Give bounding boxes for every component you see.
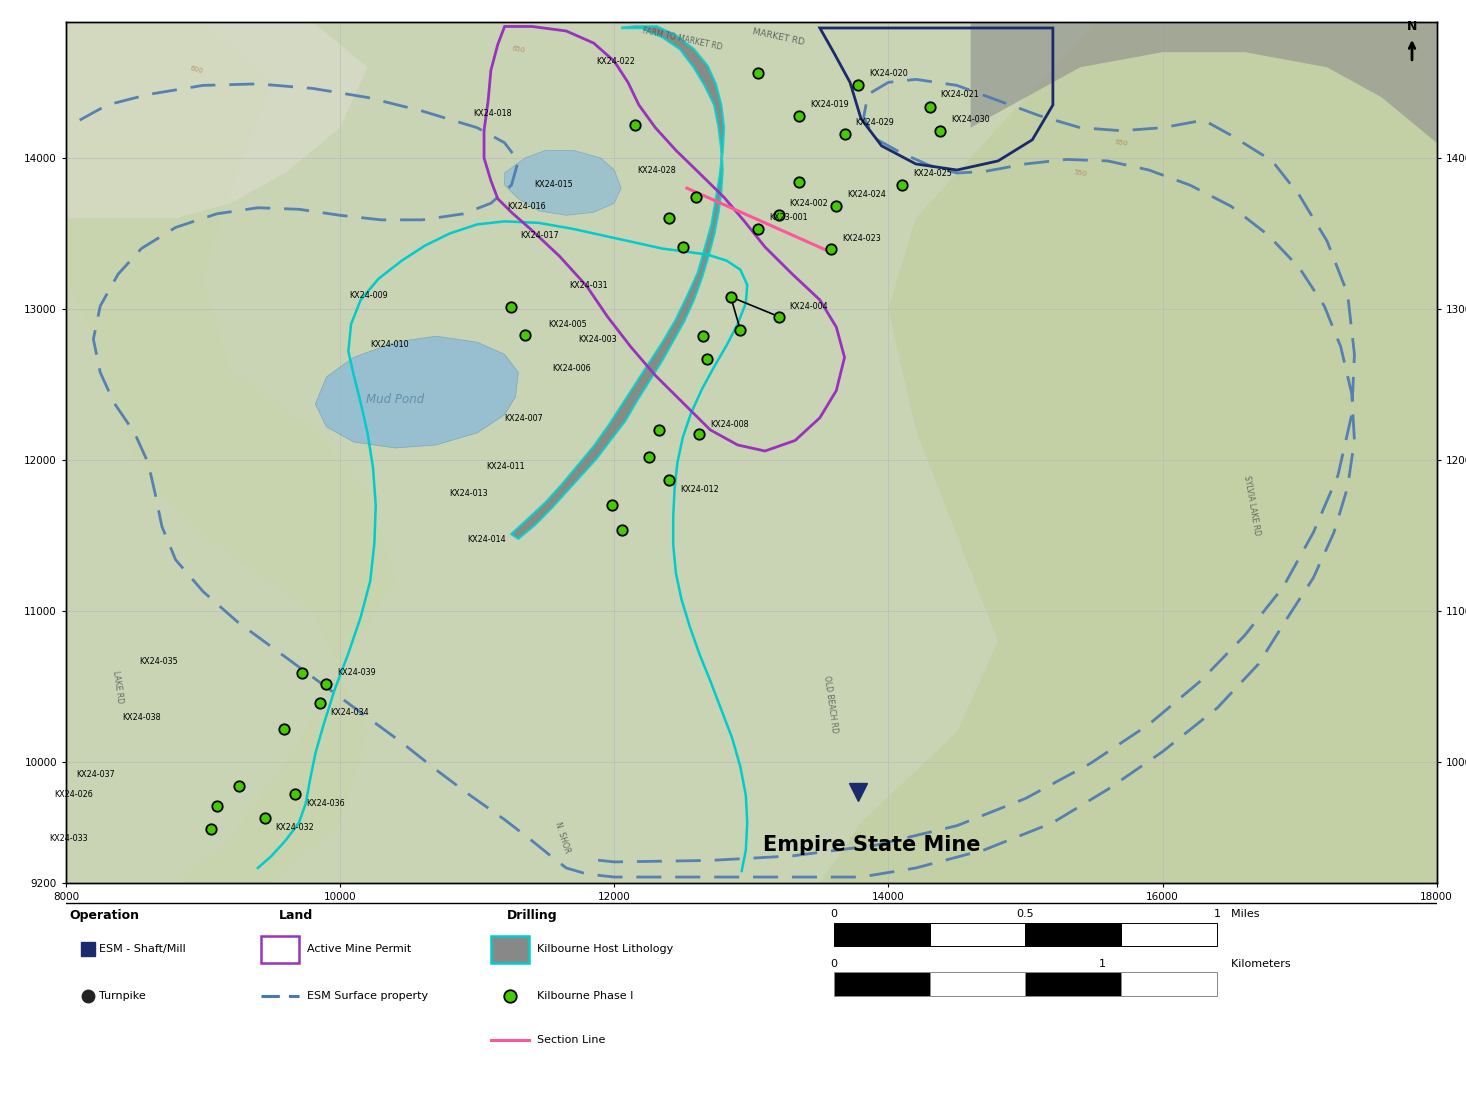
Text: LAKE RD: LAKE RD	[111, 669, 125, 703]
Text: KX24-007: KX24-007	[504, 414, 542, 422]
Text: KX24-026: KX24-026	[54, 790, 94, 799]
Bar	[1121, 923, 1217, 946]
Polygon shape	[819, 22, 1437, 883]
Text: Kilbourne Host Lithology: Kilbourne Host Lithology	[538, 945, 674, 954]
Text: KX24-006: KX24-006	[553, 364, 591, 373]
Text: KX24-019: KX24-019	[811, 100, 849, 109]
Text: FARM TO MARKET RD: FARM TO MARKET RD	[642, 25, 724, 52]
Text: Kilbourne Phase I: Kilbourne Phase I	[538, 991, 633, 1000]
Text: KX24-035: KX24-035	[139, 657, 179, 666]
Polygon shape	[315, 336, 519, 448]
Text: KX24-039: KX24-039	[337, 668, 377, 677]
Text: KX24-032: KX24-032	[276, 823, 314, 833]
Text: KX24-030: KX24-030	[951, 115, 990, 124]
Text: Operation: Operation	[69, 909, 139, 923]
Text: KX24-016: KX24-016	[507, 202, 545, 212]
Text: N: N	[1407, 20, 1418, 33]
Polygon shape	[66, 22, 368, 218]
Text: KX24-038: KX24-038	[122, 713, 161, 722]
Text: KX24-014: KX24-014	[468, 534, 506, 544]
Text: ESM - Shaft/Mill: ESM - Shaft/Mill	[98, 945, 186, 954]
Text: KX24-011: KX24-011	[487, 462, 525, 471]
Text: KX24-022: KX24-022	[597, 57, 635, 66]
Text: SYLVIA LAKE RD: SYLVIA LAKE RD	[1242, 475, 1261, 536]
Text: KX24-036: KX24-036	[306, 799, 345, 808]
Text: KX24-004: KX24-004	[790, 302, 828, 310]
Text: KX24-034: KX24-034	[330, 709, 369, 717]
Bar	[834, 923, 929, 946]
Text: KX24-028: KX24-028	[638, 166, 676, 176]
Text: KX24-033: KX24-033	[50, 834, 88, 842]
Text: MARKET RD: MARKET RD	[752, 27, 806, 47]
Text: KX24-037: KX24-037	[76, 770, 116, 779]
Bar	[491, 936, 529, 963]
Text: 650: 650	[1114, 139, 1129, 147]
Text: Active Mine Permit: Active Mine Permit	[308, 945, 412, 954]
Bar	[261, 936, 299, 963]
Text: 1: 1	[1214, 908, 1221, 919]
Text: KX24-023: KX24-023	[841, 234, 881, 244]
Bar	[929, 923, 1026, 946]
Text: KX24-024: KX24-024	[847, 190, 885, 200]
Text: 600: 600	[189, 66, 204, 75]
Bar	[834, 973, 929, 996]
Text: KX24-029: KX24-029	[856, 117, 894, 126]
Text: Empire State Mine: Empire State Mine	[764, 835, 981, 855]
Text: KX24-008: KX24-008	[710, 420, 749, 429]
Bar	[1121, 973, 1217, 996]
Text: 0: 0	[830, 959, 837, 969]
Text: KX24-009: KX24-009	[349, 292, 388, 301]
Bar	[929, 973, 1026, 996]
Text: KX24-003: KX24-003	[579, 336, 617, 344]
Text: ESM Surface property: ESM Surface property	[308, 991, 428, 1000]
Text: 0: 0	[830, 908, 837, 919]
Text: Section Line: Section Line	[538, 1034, 605, 1044]
Polygon shape	[970, 22, 1437, 143]
Text: Land: Land	[279, 909, 314, 923]
Text: Kilometers: Kilometers	[1224, 959, 1292, 969]
Text: Mud Pond: Mud Pond	[366, 393, 424, 406]
Text: KX24-020: KX24-020	[869, 69, 907, 78]
Text: KX24-015: KX24-015	[535, 180, 573, 189]
Text: KX24-012: KX24-012	[680, 485, 718, 494]
Text: KX23-001: KX23-001	[770, 213, 808, 222]
Text: 550: 550	[1073, 169, 1088, 177]
Text: KX24-002: KX24-002	[790, 200, 828, 208]
Text: KX24-010: KX24-010	[369, 340, 409, 349]
Polygon shape	[512, 26, 724, 539]
Text: 0.5: 0.5	[1016, 908, 1035, 919]
Polygon shape	[66, 22, 394, 883]
Text: Miles: Miles	[1224, 908, 1259, 919]
Text: Turnpike: Turnpike	[98, 991, 145, 1000]
Bar	[1026, 973, 1121, 996]
Text: KX24-031: KX24-031	[569, 281, 607, 290]
Text: 650: 650	[512, 45, 525, 54]
Text: N. SHOR: N. SHOR	[553, 821, 572, 855]
Text: KX24-017: KX24-017	[520, 231, 560, 240]
Bar	[1026, 923, 1121, 946]
Text: KX24-005: KX24-005	[548, 320, 586, 329]
Text: KX24-025: KX24-025	[913, 169, 951, 178]
Text: KX24-018: KX24-018	[474, 109, 512, 117]
Text: OLD BEACH RD: OLD BEACH RD	[822, 676, 840, 734]
Text: KX24-021: KX24-021	[941, 90, 979, 100]
Text: 1: 1	[1098, 959, 1105, 969]
Text: Drilling: Drilling	[507, 909, 557, 923]
Text: KX24-013: KX24-013	[450, 489, 488, 498]
Polygon shape	[504, 150, 622, 215]
